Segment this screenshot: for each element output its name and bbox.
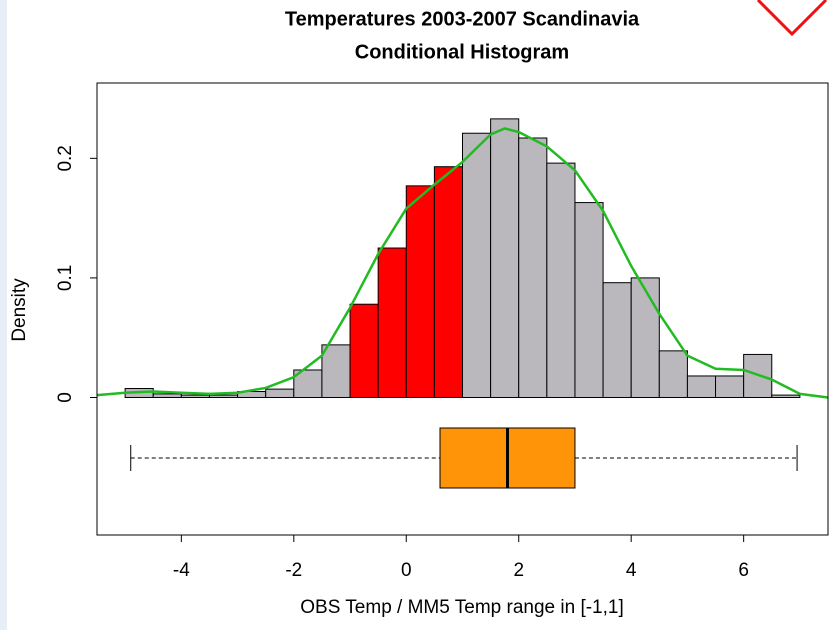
y-tick-label: 0.1 <box>55 265 76 291</box>
bar <box>771 394 801 398</box>
bar <box>462 132 492 398</box>
y-tick-label: 0 <box>55 392 76 403</box>
bar <box>602 282 632 398</box>
x-axis-label: OBS Temp / MM5 Temp range in [-1,1] <box>300 597 624 618</box>
chart-subtitle: Conditional Histogram <box>355 41 569 63</box>
bar <box>405 185 435 398</box>
bar <box>658 350 688 398</box>
bar <box>208 394 239 398</box>
corner-mark <box>756 0 828 37</box>
x-tick-label: 2 <box>513 560 524 581</box>
window-edge <box>0 0 7 630</box>
x-tick-label: 6 <box>738 560 749 581</box>
y-tick-label: 0.2 <box>55 145 76 171</box>
density-curve <box>96 127 829 399</box>
bar <box>574 202 604 398</box>
bar <box>377 247 407 398</box>
chart-title: Temperatures 2003-2007 Scandinavia <box>285 8 640 30</box>
bar <box>490 118 520 398</box>
bar <box>686 375 717 398</box>
bar <box>152 393 182 398</box>
bar <box>180 394 210 398</box>
y-axis-label: Density <box>9 278 30 342</box>
x-tick-label: 0 <box>401 560 412 581</box>
bar <box>546 162 576 398</box>
bar <box>715 375 745 398</box>
plot-frame <box>96 82 829 536</box>
x-tick-label: -4 <box>173 560 190 581</box>
bar <box>321 344 351 398</box>
bar <box>518 137 548 398</box>
bar <box>630 277 660 398</box>
x-tick-label: 4 <box>626 560 637 581</box>
bar <box>349 303 379 398</box>
x-tick-label: -2 <box>285 560 302 581</box>
bar <box>433 166 463 398</box>
bar <box>265 388 295 398</box>
